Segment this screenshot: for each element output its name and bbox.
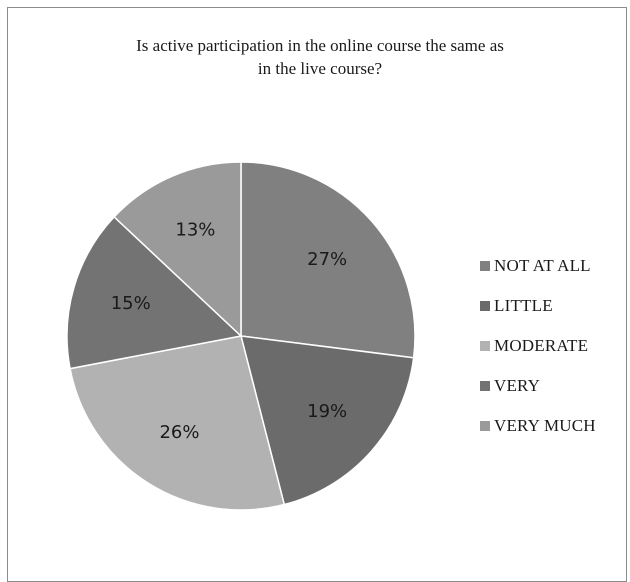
- data-label-not-at-all: 27%: [307, 249, 347, 270]
- legend-swatch: [480, 381, 490, 391]
- pie-labels: 27% 19% 26% 15% 13%: [111, 220, 347, 443]
- legend-swatch: [480, 261, 490, 271]
- legend-item-moderate: MODERATE: [480, 326, 596, 366]
- data-label-moderate: 26%: [159, 422, 199, 443]
- legend-swatch: [480, 301, 490, 311]
- data-label-very: 15%: [111, 293, 151, 314]
- pie-slice-little: [239, 335, 415, 506]
- pie-slices: [66, 161, 416, 511]
- legend-item-very-much: VERY MUCH: [480, 406, 596, 446]
- pie-slice-very-much: [113, 161, 242, 338]
- pie-slice-not-at-all: [240, 161, 416, 359]
- legend-item-little: LITTLE: [480, 286, 596, 326]
- pie-slice-very: [66, 215, 243, 370]
- legend-label: MODERATE: [494, 336, 589, 355]
- legend-label: VERY: [494, 376, 541, 395]
- legend-swatch: [480, 341, 490, 351]
- legend-label: LITTLE: [494, 296, 553, 315]
- legend-item-very: VERY: [480, 366, 596, 406]
- legend-label: VERY MUCH: [494, 416, 596, 435]
- legend-swatch: [480, 421, 490, 431]
- chart-title: Is active participation in the online co…: [136, 36, 504, 78]
- legend-item-not-at-all: NOT AT ALL: [480, 246, 596, 286]
- data-label-very-much: 13%: [175, 220, 215, 241]
- legend-label: NOT AT ALL: [494, 256, 591, 275]
- data-label-little: 19%: [307, 401, 347, 422]
- pie-slice-moderate: [69, 335, 286, 511]
- chart-legend: NOT AT ALL LITTLE MODERATE VERY VERY MUC…: [480, 246, 596, 446]
